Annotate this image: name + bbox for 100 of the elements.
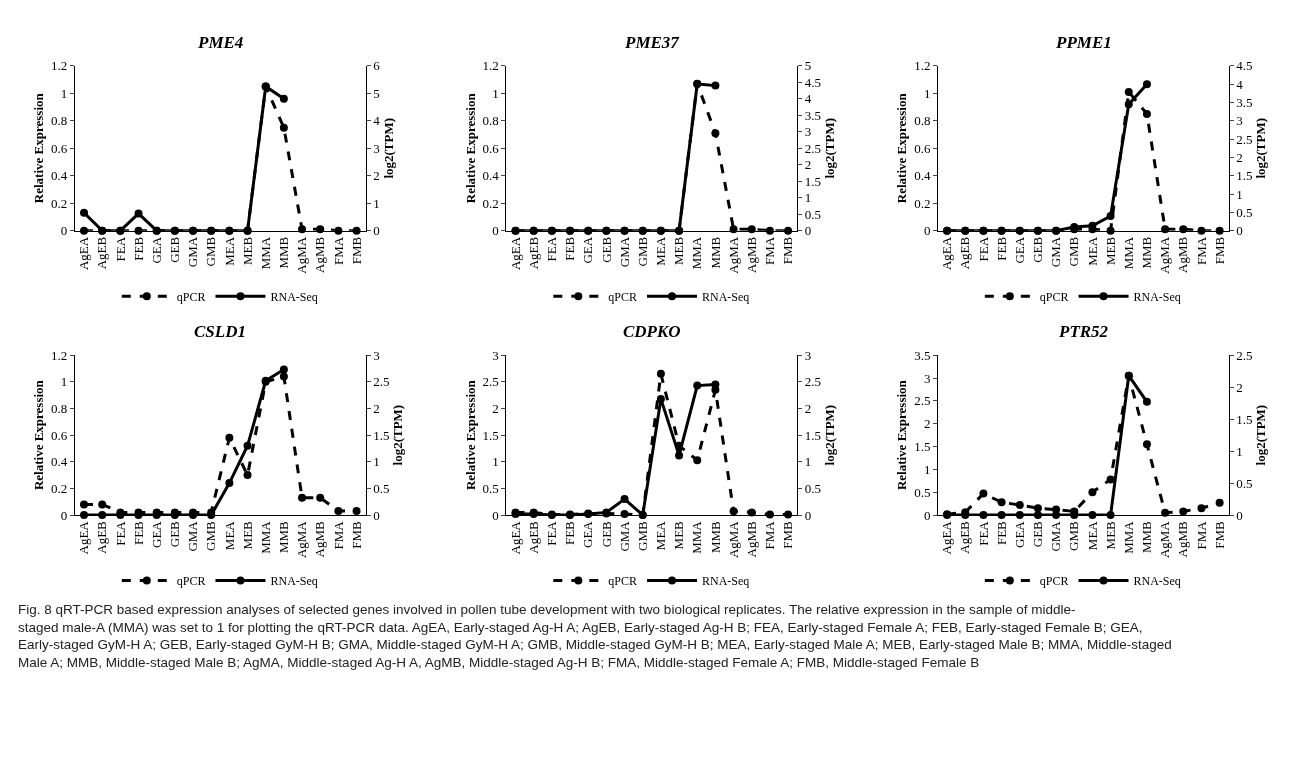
x-tick-label: AgMA [1157, 520, 1173, 559]
y-tick-label: 1 [60, 85, 68, 101]
x-tick-label: AgEB [525, 520, 541, 554]
x-tick-label: AgEB [957, 520, 973, 554]
chart-title: CSLD1 [194, 322, 246, 341]
y2-tick-label: 0 [1236, 223, 1243, 239]
x-tick-label: GMA [185, 520, 201, 552]
x-tick-label: FMB [1211, 236, 1227, 265]
x-tick-label: GEA [580, 236, 596, 264]
chart-title: PTR52 [1058, 322, 1109, 341]
x-tick-label: FEB [130, 236, 146, 261]
x-tick-label: GMA [1048, 236, 1064, 268]
y2-tick-label: 5 [373, 85, 380, 101]
x-tick-label: MEB [1102, 236, 1118, 265]
y2-tick-label: 4.5 [804, 74, 822, 90]
y2-tick-label: 0.5 [804, 480, 822, 496]
y2-tick-label: 2.5 [1236, 347, 1253, 363]
x-tick-label: MEB [239, 520, 255, 550]
x-tick-label: GMB [634, 520, 650, 551]
x-tick-label: FEB [130, 520, 146, 546]
y2-axis-title: log2(TPM) [1253, 117, 1269, 179]
y-tick-label: 0.6 [51, 140, 68, 156]
y2-tick-label: 0.5 [804, 206, 822, 222]
y-tick-label: 1.2 [914, 58, 931, 74]
y2-tick-label: 3.5 [1236, 95, 1253, 111]
x-tick-label: FEA [112, 236, 128, 262]
y2-tick-label: 0 [804, 223, 812, 239]
legend-label: RNA-Seq [270, 289, 318, 304]
x-tick-label: FMB [1211, 520, 1227, 549]
y2-tick-label: 0.5 [1236, 475, 1253, 491]
legend-label: qPCR [608, 289, 637, 304]
y-tick-label: 1.2 [51, 58, 68, 74]
legend-label: RNA-Seq [702, 574, 750, 589]
x-tick-label: AgMB [743, 236, 759, 273]
y-tick-label: 1 [923, 461, 931, 477]
chart-title: CDPKO [623, 322, 681, 341]
x-tick-label: AgEA [507, 520, 523, 555]
x-tick-label: AgMB [312, 236, 328, 273]
y2-tick-label: 0 [373, 223, 380, 239]
x-tick-label: GEA [580, 520, 596, 548]
caption: Fig. 8 qRT-PCR based expression analyses of selected genes involved in pollen tube development with two biological replicates. The relative expression in the sample of middle-staged male-A (MMA) was set to 1 for plotting the qRT-PCR data. AgEA, Early-staged Ag-H A; AgEB, Early-staged Ag-H B; FEA, Early-staged Female A; FEB, Early-staged Female B; GEA, Early-staged GyM-H A; GEB, Early-staged GyM-H B; GMA, Middle-staged GyM-H A; GMB, Middle-staged GyM-H B; MEA, Early-staged Male A; MEB, Early-staged Male B; MMA, Middle-staged Male A; MMB, Middle-staged Male B; AgMA, Middle-staged Ag-H A, AgMB, Middle-staged Ag-H B; FMA, Middle-staged Female A; FMB, Middle-staged Female B [18, 602, 1172, 670]
x-tick-label: FEA [975, 236, 991, 262]
x-tick-label: GEA [148, 236, 164, 264]
y2-axis-title: log2(TPM) [821, 117, 837, 179]
legend-label: RNA-Seq [270, 574, 318, 589]
y2-tick-label: 1 [373, 195, 380, 211]
y-tick-label: 0.8 [51, 113, 68, 129]
x-tick-label: FMB [780, 520, 796, 549]
y-tick-label: 2.5 [482, 374, 499, 390]
x-tick-label: GMB [1066, 236, 1082, 267]
y2-tick-label: 2 [1236, 149, 1243, 165]
y-tick-label: 1.5 [914, 439, 931, 455]
x-tick-label: AgEB [94, 520, 110, 554]
x-tick-label: AgMA [294, 520, 310, 559]
legend-label: RNA-Seq [702, 289, 750, 304]
y-axis-title: Relative Expression [31, 379, 47, 491]
y2-tick-label: 3 [373, 140, 380, 156]
x-tick-label: AgMA [294, 236, 310, 274]
x-tick-label: FMA [1193, 236, 1209, 266]
x-tick-label: AgMA [1157, 236, 1173, 274]
y2-tick-label: 1.5 [804, 427, 822, 443]
y2-tick-label: 1.5 [804, 173, 822, 189]
x-tick-label: MMA [257, 236, 273, 270]
y-tick-label: 0.6 [914, 140, 931, 156]
x-tick-label: FEA [112, 520, 128, 546]
y2-tick-label: 2 [804, 401, 812, 417]
y2-tick-label: 3 [373, 347, 380, 363]
x-tick-label: FMA [1193, 520, 1209, 550]
chart-title: PPME1 [1055, 33, 1112, 52]
x-tick-label: MEB [671, 236, 687, 265]
x-tick-label: MEA [653, 236, 669, 266]
x-tick-label: FMA [330, 520, 346, 550]
y-tick-label: 1 [492, 85, 499, 101]
legend-label: qPCR [176, 289, 206, 304]
x-tick-label: GEA [148, 520, 164, 548]
x-tick-label: GEB [167, 236, 183, 263]
y-tick-label: 0.4 [482, 168, 500, 184]
y-tick-label: 0 [60, 507, 68, 523]
legend-label: qPCR [1039, 289, 1069, 304]
y-tick-label: 0 [923, 507, 931, 523]
x-tick-label: AgMB [1175, 236, 1191, 273]
y2-tick-label: 2 [1236, 379, 1243, 395]
x-tick-label: FMA [762, 520, 778, 550]
x-tick-label: FMB [348, 236, 364, 265]
x-tick-label: FEA [975, 520, 991, 546]
y2-tick-label: 0 [804, 507, 812, 523]
y2-tick-label: 3 [804, 347, 812, 363]
y-tick-label: 0.4 [51, 454, 68, 470]
x-tick-label: GEA [1011, 236, 1027, 264]
y2-tick-label: 1.5 [373, 427, 390, 443]
y-tick-label: 3.5 [914, 347, 931, 363]
y2-tick-label: 1 [373, 454, 380, 470]
y-tick-label: 0.5 [482, 480, 499, 496]
y-tick-label: 3 [923, 370, 931, 386]
x-tick-label: FEA [544, 520, 560, 546]
x-tick-label: AgMB [1175, 520, 1191, 558]
y-axis-title: Relative Expression [31, 92, 47, 204]
x-tick-label: AgMB [312, 520, 328, 558]
x-tick-label: FEB [562, 520, 578, 546]
y-tick-label: 1 [923, 85, 931, 101]
